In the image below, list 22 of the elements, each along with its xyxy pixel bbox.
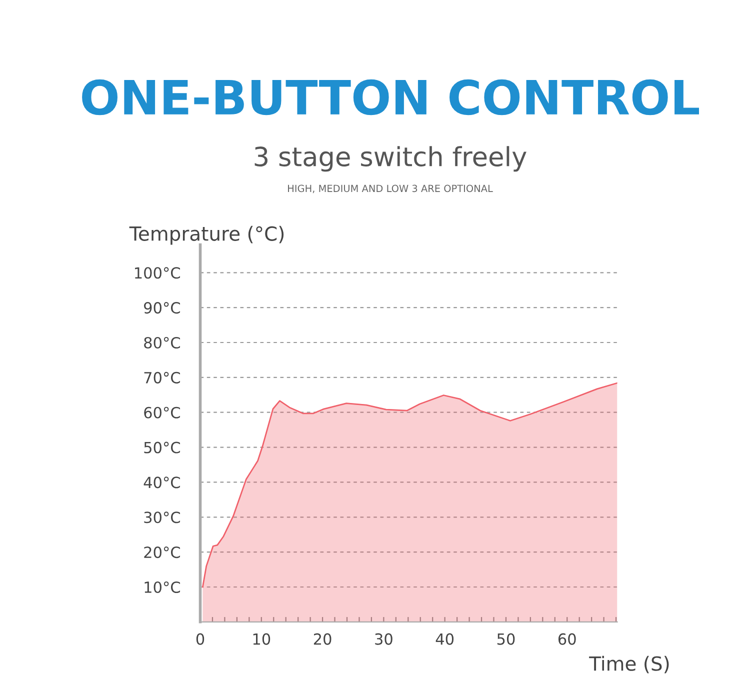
x-tick-label: 20 (314, 633, 332, 645)
x-tick-label: 30 (375, 633, 392, 645)
x-axis-title: Time (S) (589, 656, 669, 674)
y-tick-label: 30°C (144, 512, 180, 524)
y-tick-label: 20°C (144, 546, 180, 558)
x-tick-label: 40 (436, 633, 454, 645)
y-tick-label: 70°C (144, 372, 180, 384)
y-tick-label: 60°C (144, 406, 180, 418)
y-tick-label: 10°C (144, 581, 180, 594)
y-tick-label: 80°C (144, 336, 180, 349)
chart-subtitle: 3 stage switch freely (254, 146, 526, 172)
y-tick-label: 40°C (144, 476, 180, 488)
x-tick-label: 10 (253, 633, 270, 645)
x-tick-label: 0 (196, 633, 204, 645)
y-tick-label: 50°C (144, 442, 180, 454)
y-axis-title: Temprature (°C) (129, 226, 284, 245)
y-tick-label: 90°C (144, 302, 180, 314)
x-tick-label: 60 (558, 633, 576, 645)
y-tick-label: 100°C (135, 267, 180, 279)
x-tick-label: 50 (497, 633, 515, 645)
text: HIGH, MEDIUM AND LOW 3 ARE OPTIONAL (288, 184, 493, 194)
chart-title: ONE-BUTTON CONTROL (82, 79, 699, 116)
